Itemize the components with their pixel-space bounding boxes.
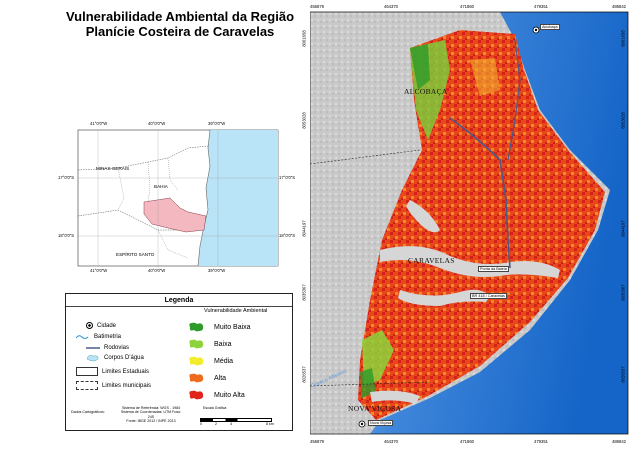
y-tick-left-1: 8061658 [301,30,307,47]
x-tick-1: 456879 [310,4,324,9]
legend-title: Legenda [164,297,194,304]
y-tick-left-5: 8026537 [301,366,307,383]
locator-top-tick-3: 39°0'0"W [208,121,226,126]
legend-class-4: Muito Alta [188,390,245,400]
vuln-swatch-icon [189,356,204,366]
credits-proj-2: Sistema de Coordenadas: UTM Fuso: 24S [120,410,182,419]
legend-vuln-title: Vulnerabilidade Ambiental [204,308,268,314]
highway-line-icon [86,347,100,349]
legend-rodovias-label: Rodovias [104,345,130,351]
locator-bottom-tick-1: 41°0'0"W [90,268,108,273]
main-map: 456879 464370 471860 479351 486842 45687… [302,0,640,452]
scale-tick-8: 8 km [266,422,274,426]
credits-left: Dados Cartográficos: [71,410,105,414]
legend-batimetria: Batimetria [76,334,121,340]
legend-estaduais-label: Limites Estaduais [102,368,150,375]
vuln-swatch-icon [189,322,204,332]
vuln-class-label: Muito Baixa [214,323,251,331]
vuln-class-label: Alta [214,374,227,382]
municipal-boundary-icon [76,381,98,390]
y-tick-4: 8035367 [620,284,626,301]
legend-class-2: Média [188,356,233,366]
ponta-label: Ponta da Baleia [478,266,509,272]
legend-cidade: Cidade [86,322,116,329]
legend-batimetria-label: Batimetria [94,334,122,340]
locator-top-tick-1: 41°0'0"W [90,121,108,126]
x-tick-2: 464370 [384,4,398,9]
alcobaca-point-label: Alcobaça [540,24,560,30]
legend-municipais: Limites municipais [76,381,151,390]
label-bahia: BAHIA [154,184,168,189]
vuln-swatch-icon [189,339,204,349]
credits-projection: Sistema de Referência: WGS - 1984 Sistem… [118,406,184,424]
locator-right-tick-2: 18°0'0"S [279,233,296,238]
x-tick-bottom-3: 471860 [460,439,474,444]
x-tick-3: 471860 [460,4,474,9]
legend-class-0: Muito Baixa [188,322,251,332]
legend-estaduais: Limites Estaduais [76,367,149,376]
y-tick-5: 8026537 [620,366,626,383]
legend-cidade-label: Cidade [97,322,117,329]
locator-bottom-tick-3: 39°0'0"W [208,268,226,273]
label-espirito-santo: ESPÍRITO SANTO [116,252,155,257]
nova-vicosa-point-label: Nova Viçosa [368,420,394,426]
vuln-class-label: Média [214,357,234,365]
scale-tick-4: 4 [230,422,232,426]
locator-left-tick-2: 18°0'0"S [58,233,75,238]
scale-tick-0: 0 [200,422,202,426]
x-tick-4: 479351 [534,4,548,9]
y-tick-left-3: 8044197 [301,220,307,237]
legend-rodovias: Rodovias [86,345,129,351]
water-body-icon [86,355,99,362]
x-tick-5: 486842 [612,4,626,9]
vuln-swatch-icon [189,390,204,400]
title-line-1: Vulnerabilidade Ambiental da Região [65,9,295,24]
title-line-2: Planície Costeira de Caravelas [85,24,275,39]
x-tick-bottom-1: 456879 [310,439,324,444]
y-tick-left-2: 8053028 [301,112,307,129]
x-tick-bottom-2: 464370 [384,439,398,444]
x-tick-bottom-5: 486842 [612,439,626,444]
locator-top-tick-2: 40°0'0"W [148,121,166,126]
credits-proj-3: Fonte: IBGE 2012 / INPE 2013 [126,419,176,424]
city-label-caravelas: CARAVELAS [408,256,455,265]
locator-left-tick-1: 17°0'0"S [58,175,75,180]
city-label-nova-vicosa: NOVA VIÇOSA [348,404,402,413]
locator-map: 41°0'0"W 40°0'0"W 39°0'0"W 41°0'0"W 40°0… [58,118,298,276]
label-minas-gerais: MINAS GERAIS [96,166,130,171]
locator-right-tick-1: 17°0'0"S [279,175,296,180]
vuln-class-label: Baixa [214,340,232,348]
vuln-swatch-icon [189,373,204,383]
farol-label: BR 418 / Caravelas [470,293,507,299]
scale-title: Escala Gráfica [203,406,227,410]
legend-municipais-label: Limites municipais [102,382,152,389]
legend-box: Legenda Vulnerabilidade Ambiental Cidade… [65,293,293,431]
y-tick-2: 8053028 [620,112,626,129]
legend-corpos-label: Corpos D'água [104,355,144,361]
scale-tick-2: 2 [215,422,217,426]
y-tick-left-4: 8035367 [301,284,307,301]
bathymetry-line-icon [76,335,89,339]
y-tick-3: 8044197 [620,220,626,237]
state-boundary-icon [76,367,98,376]
vuln-class-label: Muito Alta [214,391,245,399]
legend-corpos: Corpos D'água [86,354,144,362]
legend-class-1: Baixa [188,339,232,349]
legend-class-3: Alta [188,373,226,383]
locator-bottom-tick-2: 40°0'0"W [148,268,166,273]
scale-bar: 0 2 4 8 km [200,418,278,428]
x-tick-bottom-4: 479351 [534,439,548,444]
city-label-alcobaca: ALCOBAÇA [404,87,448,96]
city-point-icon [86,322,93,329]
y-tick-1: 8061658 [620,30,626,47]
credits-proj-1: Sistema de Referência: WGS - 1984 [121,406,181,410]
map-title: Vulnerabilidade Ambiental da Região Plan… [60,9,300,39]
